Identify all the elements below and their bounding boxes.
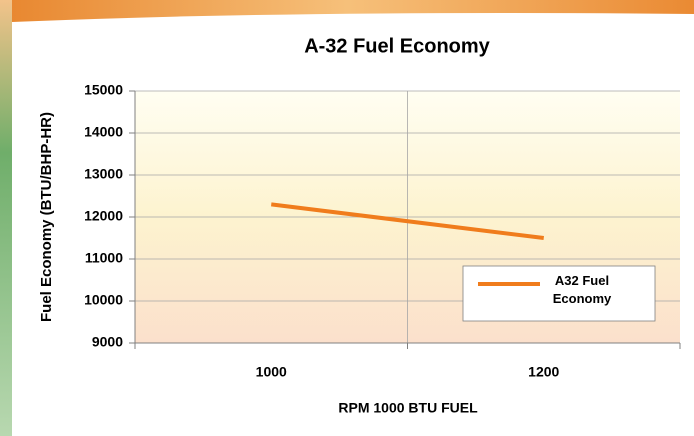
legend-label: A32 Fuel Economy xyxy=(552,273,612,306)
chart-title: A-32 Fuel Economy xyxy=(304,35,490,57)
y-tick-label: 12000 xyxy=(84,208,123,224)
x-tick-label: 1000 xyxy=(256,364,287,380)
left-decoration xyxy=(0,0,12,436)
legend-box xyxy=(462,265,656,322)
y-axis-label: Fuel Economy (BTU/BHP-HR) xyxy=(38,112,55,322)
y-tick-label: 14000 xyxy=(84,124,123,140)
x-axis-label: RPM 1000 BTU FUEL xyxy=(338,400,478,416)
y-tick-label: 10000 xyxy=(84,292,123,308)
legend-label-box: A32 Fuel Economy xyxy=(552,273,612,306)
series-line xyxy=(271,202,544,240)
x-tick-label: 1200 xyxy=(528,364,559,380)
y-tick-label: 9000 xyxy=(92,334,123,350)
y-tick-label: 11000 xyxy=(85,250,123,266)
legend: A32 Fuel Economy xyxy=(462,265,656,322)
y-tick-label: 15000 xyxy=(84,82,123,98)
y-tick-label: 13000 xyxy=(84,166,123,182)
